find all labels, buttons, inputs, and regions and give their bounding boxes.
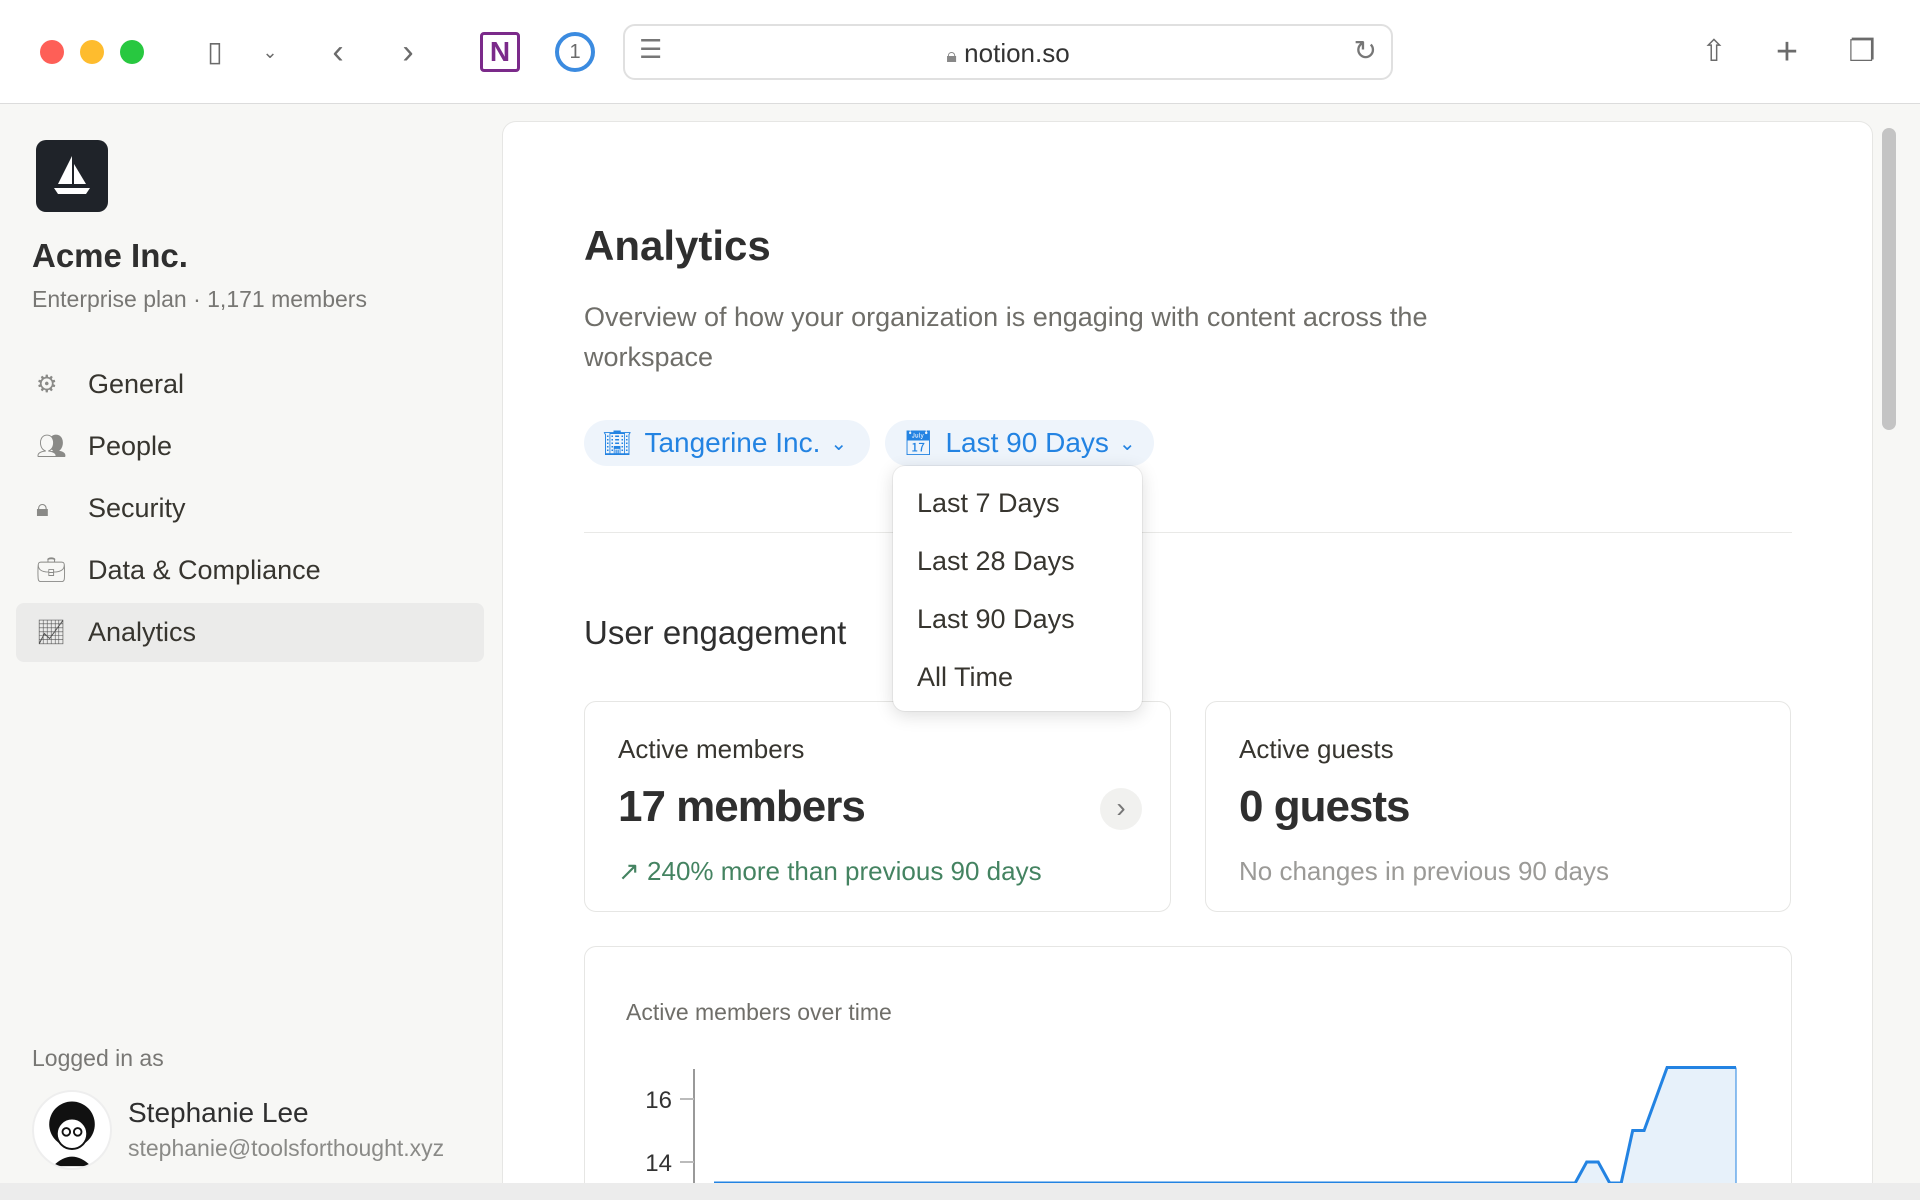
- chevron-right-icon[interactable]: ›: [1100, 788, 1142, 830]
- sidebar-toggle-icon[interactable]: ▯: [207, 36, 223, 67]
- divider: [584, 532, 1792, 533]
- url-text: notion.so: [964, 38, 1070, 68]
- date-range-filter-label: Last 90 Days: [945, 427, 1109, 458]
- logged-in-label: Logged in as: [32, 1045, 164, 1071]
- chart-card: Active members over time 14 16: [584, 946, 1792, 1183]
- lock-icon: 🔒︎: [36, 494, 49, 522]
- page-description: Overview of how your organization is eng…: [584, 302, 1428, 372]
- tab-overview-icon[interactable]: ❐: [1848, 35, 1876, 68]
- card-value: 0 guests: [1239, 782, 1411, 831]
- briefcase-icon: 💼︎: [36, 557, 67, 584]
- share-icon[interactable]: ⇧: [1701, 35, 1727, 68]
- sidebar-item-label: Data & Compliance: [88, 555, 321, 585]
- chart-title: Active members over time: [626, 999, 892, 1025]
- workspace-filter[interactable]: 🏢︎ Tangerine Inc. ⌄: [584, 420, 870, 466]
- active-guests-card: Active guests 0 guests No changes in pre…: [1205, 701, 1791, 912]
- org-logo: [36, 140, 108, 212]
- card-title: Active guests: [1239, 734, 1394, 764]
- section-title: User engagement: [584, 614, 847, 651]
- gear-icon: ⚙: [36, 371, 58, 398]
- building-icon: 🏢︎: [602, 429, 633, 457]
- avatar: [32, 1090, 112, 1170]
- sidebar-item-analytics[interactable]: 📈︎ Analytics: [16, 603, 484, 662]
- active-members-chart: 14 16: [645, 1066, 1737, 1183]
- scrollbar[interactable]: [1882, 128, 1896, 430]
- date-range-dropdown: Last 7 Days Last 28 Days Last 90 Days Al…: [893, 466, 1142, 711]
- reader-icon[interactable]: ☰: [639, 34, 663, 64]
- close-window-button[interactable]: [40, 40, 64, 64]
- minimize-window-button[interactable]: [80, 40, 104, 64]
- back-icon[interactable]: ‹: [332, 33, 344, 71]
- sidebar-item-general[interactable]: ⚙ General: [16, 355, 484, 414]
- chevron-down-icon: ⌄: [830, 432, 848, 455]
- reload-icon[interactable]: ↻: [1353, 35, 1377, 66]
- chevron-down-icon: ⌄: [1118, 432, 1136, 455]
- forward-icon[interactable]: ›: [402, 33, 414, 71]
- card-note: 240% more than previous 90 days: [647, 856, 1042, 886]
- zoom-window-button[interactable]: [120, 40, 144, 64]
- chart-area: [714, 1067, 1736, 1183]
- sidebar-item-label: Security: [88, 493, 186, 523]
- workspace-filter-label: Tangerine Inc.: [644, 427, 821, 458]
- org-plan: Enterprise plan · 1,171 members: [32, 286, 367, 312]
- date-range-filter[interactable]: 📅︎ Last 90 Days ⌄: [885, 420, 1154, 466]
- card-value: 17 members: [618, 782, 866, 831]
- menu-item-last-7-days[interactable]: Last 7 Days: [917, 488, 1060, 518]
- org-name: Acme Inc.: [32, 237, 188, 274]
- sidebar-item-security[interactable]: 🔒︎ Security: [16, 479, 484, 538]
- new-tab-icon[interactable]: +: [1775, 31, 1799, 73]
- chart-line: [714, 1066, 1736, 1183]
- sidebar-item-people[interactable]: 👥︎ People: [16, 417, 484, 476]
- menu-item-last-28-days[interactable]: Last 28 Days: [917, 546, 1075, 576]
- chart-icon: 📈︎: [36, 619, 67, 646]
- lock-icon: 🔒︎: [946, 45, 957, 67]
- window-bottom: [0, 1183, 1920, 1200]
- browser-toolbar: ▯ ⌄ ‹ › N 1 ☰ 🔒︎ notion.so ↻ ⇧ + ❐: [0, 0, 1920, 104]
- trend-up-icon: ↗: [618, 856, 640, 886]
- people-icon: 👥︎: [36, 433, 67, 460]
- card-title: Active members: [618, 734, 805, 764]
- y-tick-label: 14: [645, 1150, 672, 1177]
- menu-item-all-time[interactable]: All Time: [917, 662, 1014, 692]
- sidebar-item-label: General: [88, 369, 185, 399]
- sidebar-item-data-compliance[interactable]: 💼︎ Data & Compliance: [16, 541, 484, 600]
- user-email: stephanie@toolsforthought.xyz: [128, 1135, 445, 1161]
- card-note: No changes in previous 90 days: [1239, 856, 1610, 886]
- active-members-card: Active members 17 members › ↗ 240% more …: [584, 701, 1171, 912]
- sidebar-item-label: People: [88, 431, 173, 461]
- sidebar: Acme Inc. Enterprise plan · 1,171 member…: [0, 0, 502, 1183]
- sidebar-item-label: Analytics: [88, 617, 197, 647]
- address-bar[interactable]: ☰ 🔒︎ notion.so ↻: [623, 24, 1393, 80]
- menu-item-last-90-days[interactable]: Last 90 Days: [917, 604, 1075, 634]
- chevron-down-icon[interactable]: ⌄: [262, 42, 278, 62]
- main-content: Analytics Overview of how your organizat…: [502, 121, 1873, 1183]
- notion-extension-icon[interactable]: N: [480, 32, 520, 72]
- y-tick-label: 16: [645, 1087, 672, 1114]
- page-title: Analytics: [584, 222, 771, 269]
- password-extension-icon[interactable]: 1: [555, 32, 595, 72]
- user-name: Stephanie Lee: [128, 1097, 309, 1128]
- calendar-icon: 📅︎: [903, 429, 934, 457]
